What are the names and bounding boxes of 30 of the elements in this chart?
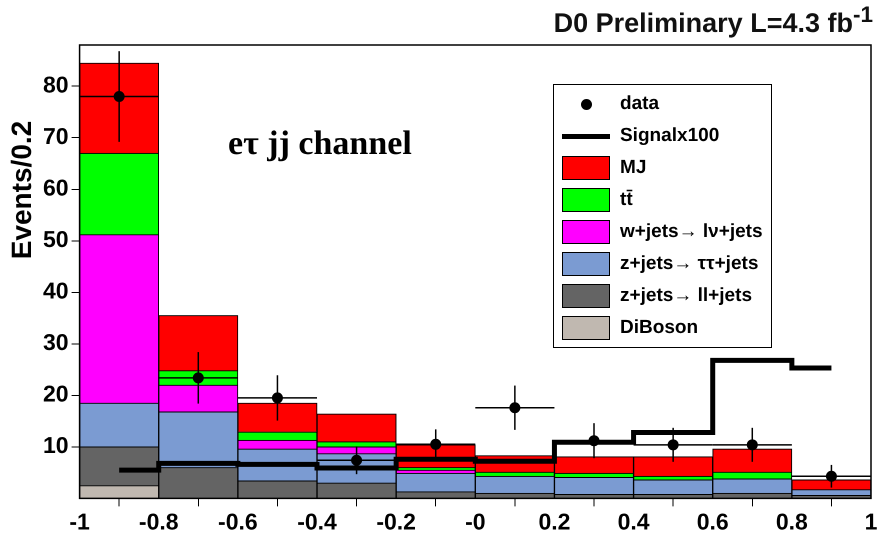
- legend-label: MJ: [620, 157, 646, 179]
- chart-title: D0 Preliminary L=4.3 fb$^{-1}$: [554, 2, 873, 39]
- legend-label: z+jets→ ll+jets: [620, 285, 752, 307]
- x-tick-label: -0.8: [138, 508, 179, 535]
- legend-label: tt̄: [620, 189, 633, 211]
- x-tick-label: 1: [864, 508, 878, 535]
- legend-label: z+jets→ ττ+jets: [620, 253, 758, 275]
- legend-label: Signalx100: [620, 125, 720, 147]
- y-tick-label: 60: [42, 174, 69, 201]
- x-tick-label: -0.6: [218, 508, 258, 535]
- x-tick-label: -1: [69, 508, 90, 535]
- legend-label: w+jets→ lν+jets: [620, 221, 763, 243]
- y-tick-label: 30: [42, 329, 69, 356]
- annotation: eτ jj channel: [228, 125, 412, 163]
- x-tick-label: -0.4: [297, 508, 338, 535]
- legend-label: data: [620, 93, 660, 115]
- x-tick-label: -0: [465, 508, 486, 535]
- y-tick-label: 20: [42, 380, 69, 407]
- y-tick-label: 50: [42, 226, 69, 252]
- y-axis-title: Events/0.2: [6, 120, 38, 260]
- x-tick-label: 0.8: [776, 508, 808, 535]
- x-tick-label: 0.6: [696, 508, 729, 535]
- y-tick-label: 40: [42, 278, 69, 304]
- x-tick-label: -0.2: [376, 508, 416, 535]
- y-tick-label: 70: [42, 123, 69, 150]
- x-tick-label: 0.2: [538, 508, 570, 535]
- x-tick-label: 0.4: [618, 508, 650, 535]
- y-tick-label: 10: [42, 432, 69, 458]
- y-tick-label: 80: [42, 72, 69, 98]
- legend-label: DiBoson: [620, 317, 698, 339]
